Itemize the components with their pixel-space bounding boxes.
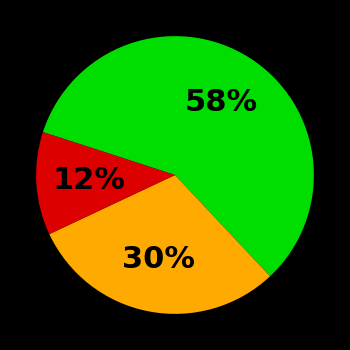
Text: 30%: 30% [122,245,195,274]
Wedge shape [43,36,314,276]
Wedge shape [36,132,175,234]
Text: 12%: 12% [52,166,126,195]
Text: 58%: 58% [184,88,258,117]
Wedge shape [49,175,270,314]
